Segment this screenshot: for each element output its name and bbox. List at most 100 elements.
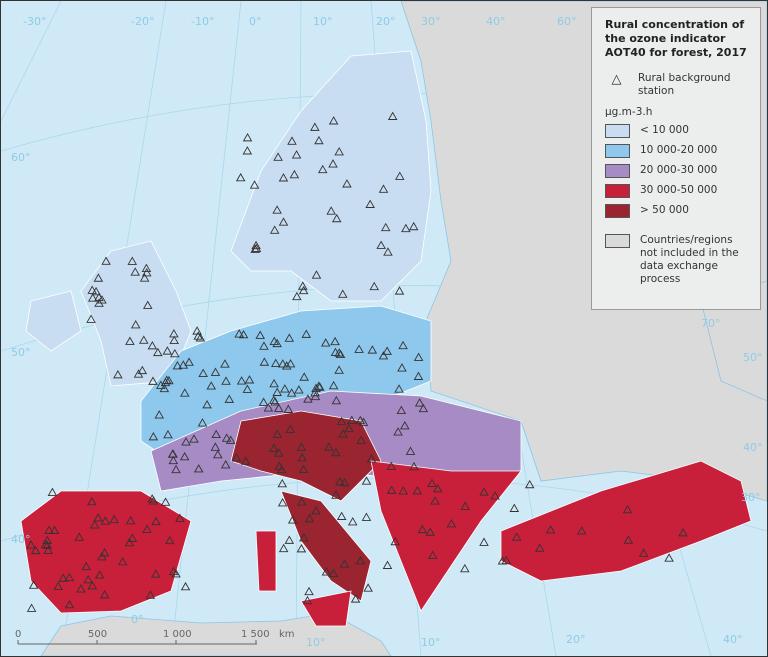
station-marker	[299, 372, 309, 381]
station-marker	[338, 429, 348, 438]
legend-title: Rural concentration of the ozone indicat…	[605, 18, 747, 59]
station-marker	[394, 286, 405, 295]
zone-alps	[230, 410, 382, 502]
station-marker	[296, 543, 307, 553]
station-marker	[432, 483, 443, 493]
station-marker	[163, 429, 173, 439]
station-marker	[317, 164, 328, 174]
legend-class: 30 000-50 000	[605, 184, 752, 198]
station-marker	[58, 573, 69, 582]
station-marker	[321, 567, 332, 576]
graticule-label: 30°	[741, 491, 761, 504]
station-marker	[42, 540, 53, 549]
station-marker	[244, 375, 255, 384]
station-marker	[133, 369, 144, 378]
station-marker	[145, 590, 156, 599]
graticule-label: 10°	[313, 15, 333, 28]
station-marker	[94, 570, 105, 579]
station-marker	[167, 449, 178, 458]
station-marker	[137, 365, 148, 375]
zone-sicily	[300, 590, 352, 627]
graticule-label: 60°	[11, 151, 31, 164]
station-marker	[490, 491, 500, 500]
graticule-label: 40°	[743, 441, 763, 454]
station-marker	[339, 559, 350, 568]
legend-class-label: 30 000-50 000	[640, 184, 718, 196]
station-marker	[664, 553, 674, 562]
station-marker	[328, 380, 339, 390]
station-marker	[408, 221, 419, 231]
station-marker	[334, 147, 344, 156]
station-marker	[99, 548, 110, 557]
station-marker	[369, 281, 380, 291]
station-marker	[413, 352, 424, 361]
station-marker	[380, 222, 391, 232]
graticule-label: 20°	[376, 15, 396, 28]
station-marker	[344, 423, 354, 433]
station-marker	[220, 359, 230, 368]
station-marker	[251, 240, 261, 250]
station-marker	[414, 398, 425, 407]
station-marker	[234, 329, 244, 338]
station-marker	[315, 382, 325, 391]
station-marker	[330, 347, 341, 357]
station-marker	[314, 135, 324, 145]
station-marker	[64, 572, 75, 582]
station-marker	[168, 455, 179, 465]
station-marker	[40, 539, 51, 549]
station-marker	[301, 329, 312, 338]
station-marker	[255, 330, 265, 339]
station-marker	[278, 543, 289, 553]
station-marker	[197, 418, 208, 427]
zone-british-isles	[80, 240, 192, 387]
station-marker	[94, 298, 104, 307]
station-marker	[304, 586, 314, 596]
station-marker	[193, 331, 204, 340]
station-marker	[269, 336, 280, 346]
station-marker	[298, 464, 309, 474]
station-marker	[395, 171, 405, 180]
legend-class-label: < 10 000	[640, 124, 689, 136]
station-marker	[324, 442, 334, 451]
station-marker	[272, 387, 282, 396]
station-marker	[383, 247, 393, 256]
station-marker	[87, 293, 98, 302]
station-marker	[298, 285, 309, 295]
station-marker	[141, 268, 152, 277]
station-marker	[378, 184, 389, 193]
station-marker	[101, 256, 111, 265]
station-marker	[127, 533, 138, 543]
unit-label: µg.m-3.h	[605, 106, 653, 118]
station-marker	[147, 340, 158, 350]
station-marker	[181, 437, 191, 446]
legend-swatch	[605, 124, 630, 138]
station-marker	[259, 341, 269, 350]
station-marker	[117, 556, 128, 566]
scale-tick-label: 500	[88, 629, 108, 640]
station-marker	[284, 333, 295, 342]
station-marker	[398, 340, 408, 350]
station-marker	[151, 569, 161, 578]
station-marker	[195, 333, 206, 342]
station-marker	[273, 403, 284, 412]
station-marker	[299, 532, 309, 542]
station-marker	[139, 273, 150, 282]
station-marker	[328, 159, 338, 168]
station-marker	[311, 506, 321, 515]
station-marker	[162, 346, 173, 355]
station-marker	[165, 535, 175, 545]
station-marker	[271, 358, 281, 368]
station-marker	[235, 172, 246, 182]
graticule-label: 70°	[701, 317, 721, 330]
station-marker	[310, 391, 321, 401]
station-marker	[358, 417, 369, 426]
station-marker	[153, 347, 163, 357]
graticule-label: 60°	[557, 15, 577, 28]
legend: Rural concentration of the ozone indicat…	[591, 7, 761, 310]
station-marker	[278, 173, 289, 182]
station-marker	[93, 513, 103, 522]
station-marker	[272, 429, 283, 438]
legend-class: > 50 000	[605, 204, 752, 218]
station-marker	[26, 540, 36, 549]
